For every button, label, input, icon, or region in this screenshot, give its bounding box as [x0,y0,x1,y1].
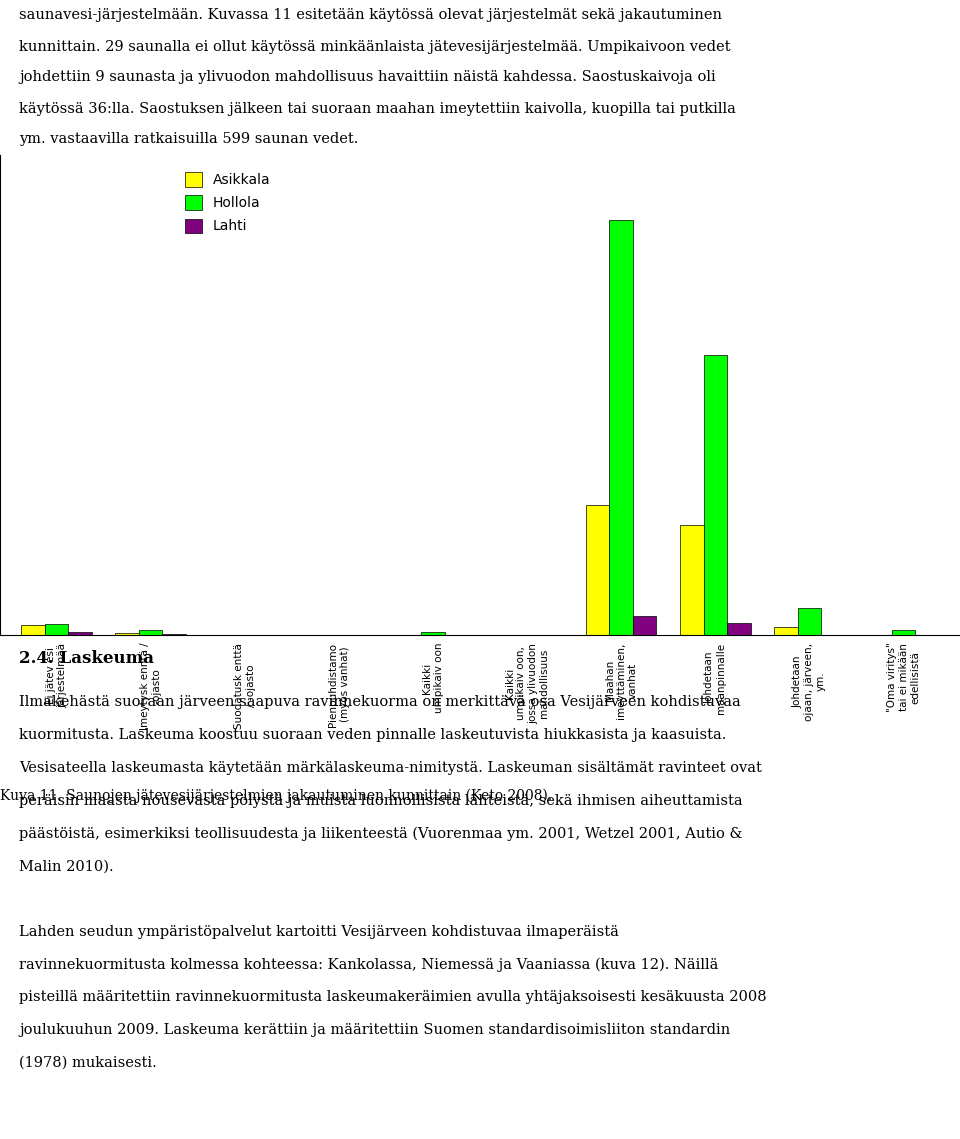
Bar [610,220,633,636]
Text: kunnittain. 29 saunalla ei ollut käytössä minkäänlaista jätevesijärjestelmää. Um: kunnittain. 29 saunalla ei ollut käytöss… [19,40,731,54]
Text: johdettiin 9 saunasta ja ylivuodon mahdollisuus havaittiin näistä kahdessa. Saos: johdettiin 9 saunasta ja ylivuodon mahdo… [19,71,716,84]
Text: Vesisateella laskeumasta käytetään märkälaskeuma-nimitystä. Laskeuman sisältämät: Vesisateella laskeumasta käytetään märkä… [19,761,762,775]
Text: peräisin maasta nousevasta pölystä ja muista luonnollisista lähteistä, sekä ihmi: peräisin maasta nousevasta pölystä ja mu… [19,794,743,808]
Bar [586,506,610,636]
Text: käytössä 36:lla. Saostuksen jälkeen tai suoraan maahan imeytettiin kaivolla, kuo: käytössä 36:lla. Saostuksen jälkeen tai … [19,101,736,115]
Bar [21,625,45,636]
Text: saunavesi-järjestelmään. Kuvassa 11 esitetään käytössä olevat järjestelmät sekä : saunavesi-järjestelmään. Kuvassa 11 esit… [19,8,722,23]
Text: 2.4. Laskeuma: 2.4. Laskeuma [19,650,155,667]
Bar [798,608,821,636]
Bar [115,633,139,636]
Bar [139,630,162,636]
Bar [421,632,444,636]
Bar [68,632,92,636]
Text: pisteillä määritettiin ravinnekuormitusta laskeumakeräimien avulla yhtäjaksoises: pisteillä määritettiin ravinnekuormitust… [19,990,767,1005]
Bar [892,630,915,636]
Bar [704,354,727,636]
Bar [45,624,68,636]
Text: Malin 2010).: Malin 2010). [19,859,114,874]
Bar [727,623,751,636]
Bar [774,628,798,636]
Text: kuormitusta. Laskeuma koostuu suoraan veden pinnalle laskeutuvista hiukkasista j: kuormitusta. Laskeuma koostuu suoraan ve… [19,728,727,743]
Text: Lahden seudun ympäristöpalvelut kartoitti Vesijärveen kohdistuvaa ilmaperäistä: Lahden seudun ympäristöpalvelut kartoitt… [19,925,619,939]
Legend: Asikkala, Hollola, Lahti: Asikkala, Hollola, Lahti [180,166,276,239]
Bar [680,525,704,636]
Bar [633,616,657,636]
Text: ravinnekuormitusta kolmessa kohteessa: Kankolassa, Niemessä ja Vaaniassa (kuva 1: ravinnekuormitusta kolmessa kohteessa: K… [19,958,719,972]
Text: Kuva 11. Saunojen jätevesijärjestelmien jakautuminen kunnittain (Keto 2008).: Kuva 11. Saunojen jätevesijärjestelmien … [0,788,552,803]
Text: joulukuuhun 2009. Laskeuma kerättiin ja määritettiin Suomen standardisoimisliito: joulukuuhun 2009. Laskeuma kerättiin ja … [19,1023,731,1038]
Text: (1978) mukaisesti.: (1978) mukaisesti. [19,1056,156,1070]
Text: päästöistä, esimerkiksi teollisuudesta ja liikenteestä (Vuorenmaa ym. 2001, Wetz: päästöistä, esimerkiksi teollisuudesta j… [19,827,743,841]
Text: Ilmakehästä suoraan järveen saapuva ravinnekuorma on merkittävä osa Vesijärveen : Ilmakehästä suoraan järveen saapuva ravi… [19,696,741,710]
Text: ym. vastaavilla ratkaisuilla 599 saunan vedet.: ym. vastaavilla ratkaisuilla 599 saunan … [19,132,359,147]
